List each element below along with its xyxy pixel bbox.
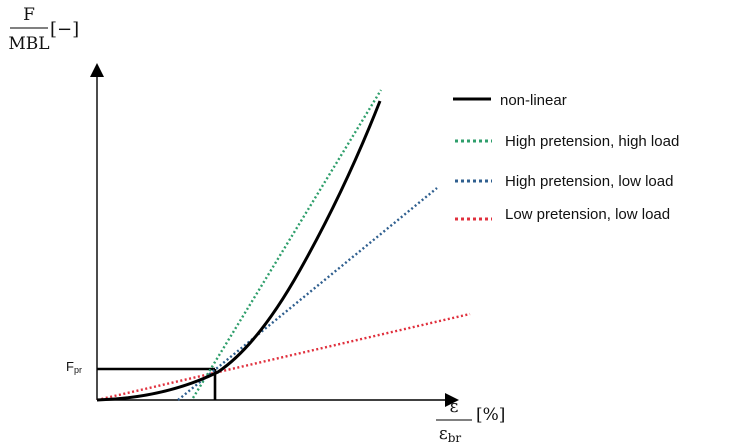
y-axis-label-numerator: F <box>23 5 35 25</box>
curve-non-linear <box>96 100 382 402</box>
x-axis-label-denominator-sub: br <box>448 431 462 443</box>
curve-high-pretension-low-load <box>177 187 438 401</box>
legend-label-high-pretension-low-load: High pretension, low load <box>505 173 673 190</box>
x-axis-label-denominator-base: ε <box>439 424 448 443</box>
pretension-label: Fpr <box>66 359 82 375</box>
pretension-label-sub: pr <box>74 365 82 375</box>
curve-low-pretension-low-load <box>96 312 471 402</box>
y-axis-label-denominator: MBL <box>8 34 49 54</box>
legend-label-high-pretension-high-load: High pretension, high load <box>505 133 679 150</box>
pretension-label-base: F <box>66 359 74 374</box>
x-axis-label-denominator: εbr <box>439 424 461 443</box>
legend-label-low-pretension-low-load: Low pretension, low load <box>505 206 670 223</box>
x-axis-label-numerator: ε <box>450 397 459 417</box>
curve-high-pretension-high-load <box>191 89 383 399</box>
x-axis-label-unit: [%] <box>476 405 505 425</box>
legend: non-linear High pretension, high load Hi… <box>453 92 679 223</box>
y-axis-label-unit: [−] <box>50 19 79 40</box>
legend-label-non-linear: non-linear <box>500 92 567 109</box>
